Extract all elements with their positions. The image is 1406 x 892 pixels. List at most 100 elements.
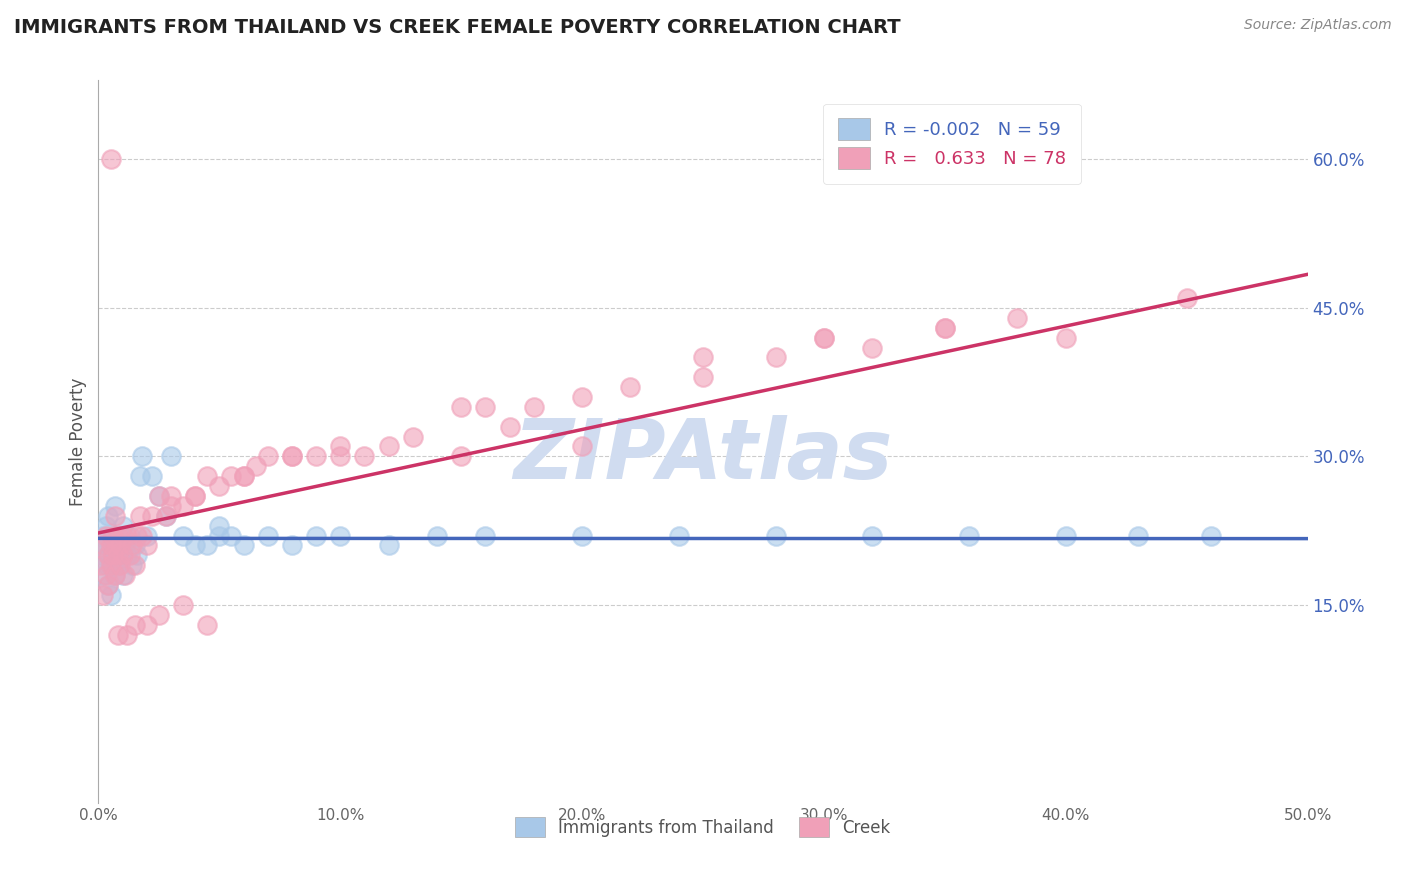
Point bbox=[97, 508, 120, 523]
Text: ZIPAtlas: ZIPAtlas bbox=[513, 416, 893, 497]
Point bbox=[94, 528, 117, 542]
Point bbox=[195, 539, 218, 553]
Point bbox=[131, 528, 153, 542]
Point bbox=[124, 539, 146, 553]
Point bbox=[107, 627, 129, 641]
Point bbox=[111, 518, 134, 533]
Point bbox=[91, 588, 114, 602]
Y-axis label: Female Poverty: Female Poverty bbox=[69, 377, 87, 506]
Point bbox=[450, 400, 472, 414]
Point bbox=[111, 549, 134, 563]
Point bbox=[232, 469, 254, 483]
Point bbox=[117, 549, 139, 563]
Point bbox=[94, 558, 117, 573]
Point bbox=[131, 450, 153, 464]
Point bbox=[128, 469, 150, 483]
Point bbox=[107, 558, 129, 573]
Point bbox=[668, 528, 690, 542]
Point bbox=[128, 508, 150, 523]
Point bbox=[108, 539, 131, 553]
Point bbox=[90, 558, 112, 573]
Point bbox=[114, 568, 136, 582]
Point bbox=[377, 539, 399, 553]
Point bbox=[184, 539, 207, 553]
Point bbox=[107, 539, 129, 553]
Point bbox=[111, 528, 134, 542]
Point bbox=[104, 528, 127, 542]
Point bbox=[141, 508, 163, 523]
Point bbox=[117, 528, 139, 542]
Point bbox=[135, 617, 157, 632]
Point bbox=[860, 341, 883, 355]
Point bbox=[571, 528, 593, 542]
Point bbox=[160, 489, 183, 503]
Point bbox=[184, 489, 207, 503]
Point bbox=[221, 528, 243, 542]
Point bbox=[121, 558, 143, 573]
Point bbox=[111, 568, 134, 582]
Point bbox=[208, 518, 231, 533]
Point bbox=[474, 400, 496, 414]
Point bbox=[329, 440, 352, 454]
Point bbox=[108, 549, 131, 563]
Point bbox=[121, 539, 143, 553]
Point bbox=[135, 528, 157, 542]
Point bbox=[934, 320, 956, 334]
Point bbox=[118, 528, 141, 542]
Point bbox=[1007, 310, 1029, 325]
Point bbox=[221, 469, 243, 483]
Point bbox=[104, 568, 127, 582]
Point bbox=[91, 539, 114, 553]
Point bbox=[91, 528, 114, 542]
Point bbox=[148, 489, 170, 503]
Point bbox=[281, 450, 304, 464]
Point bbox=[1054, 528, 1077, 542]
Point bbox=[97, 549, 120, 563]
Point bbox=[148, 607, 170, 622]
Point bbox=[402, 429, 425, 443]
Point bbox=[108, 558, 131, 573]
Point bbox=[245, 459, 267, 474]
Point bbox=[91, 568, 114, 582]
Point bbox=[232, 539, 254, 553]
Point bbox=[104, 568, 127, 582]
Point bbox=[256, 450, 278, 464]
Point bbox=[765, 351, 787, 365]
Point bbox=[94, 539, 117, 553]
Point bbox=[101, 549, 124, 563]
Point bbox=[860, 528, 883, 542]
Point bbox=[108, 528, 131, 542]
Point bbox=[101, 528, 124, 542]
Point bbox=[353, 450, 375, 464]
Point bbox=[97, 549, 120, 563]
Point bbox=[571, 440, 593, 454]
Point bbox=[450, 450, 472, 464]
Text: IMMIGRANTS FROM THAILAND VS CREEK FEMALE POVERTY CORRELATION CHART: IMMIGRANTS FROM THAILAND VS CREEK FEMALE… bbox=[14, 18, 901, 37]
Point bbox=[426, 528, 449, 542]
Point bbox=[107, 528, 129, 542]
Point bbox=[172, 528, 194, 542]
Point bbox=[127, 549, 149, 563]
Point bbox=[100, 558, 122, 573]
Point bbox=[329, 450, 352, 464]
Point bbox=[141, 469, 163, 483]
Point bbox=[474, 528, 496, 542]
Point bbox=[523, 400, 546, 414]
Point bbox=[124, 617, 146, 632]
Point bbox=[114, 539, 136, 553]
Point bbox=[619, 380, 641, 394]
Point bbox=[135, 539, 157, 553]
Point bbox=[148, 489, 170, 503]
Point bbox=[124, 558, 146, 573]
Point bbox=[160, 450, 183, 464]
Point bbox=[934, 320, 956, 334]
Point bbox=[281, 450, 304, 464]
Point bbox=[195, 469, 218, 483]
Point bbox=[160, 499, 183, 513]
Point bbox=[232, 469, 254, 483]
Point bbox=[256, 528, 278, 542]
Point bbox=[957, 528, 980, 542]
Point bbox=[100, 539, 122, 553]
Point bbox=[104, 508, 127, 523]
Point bbox=[305, 450, 328, 464]
